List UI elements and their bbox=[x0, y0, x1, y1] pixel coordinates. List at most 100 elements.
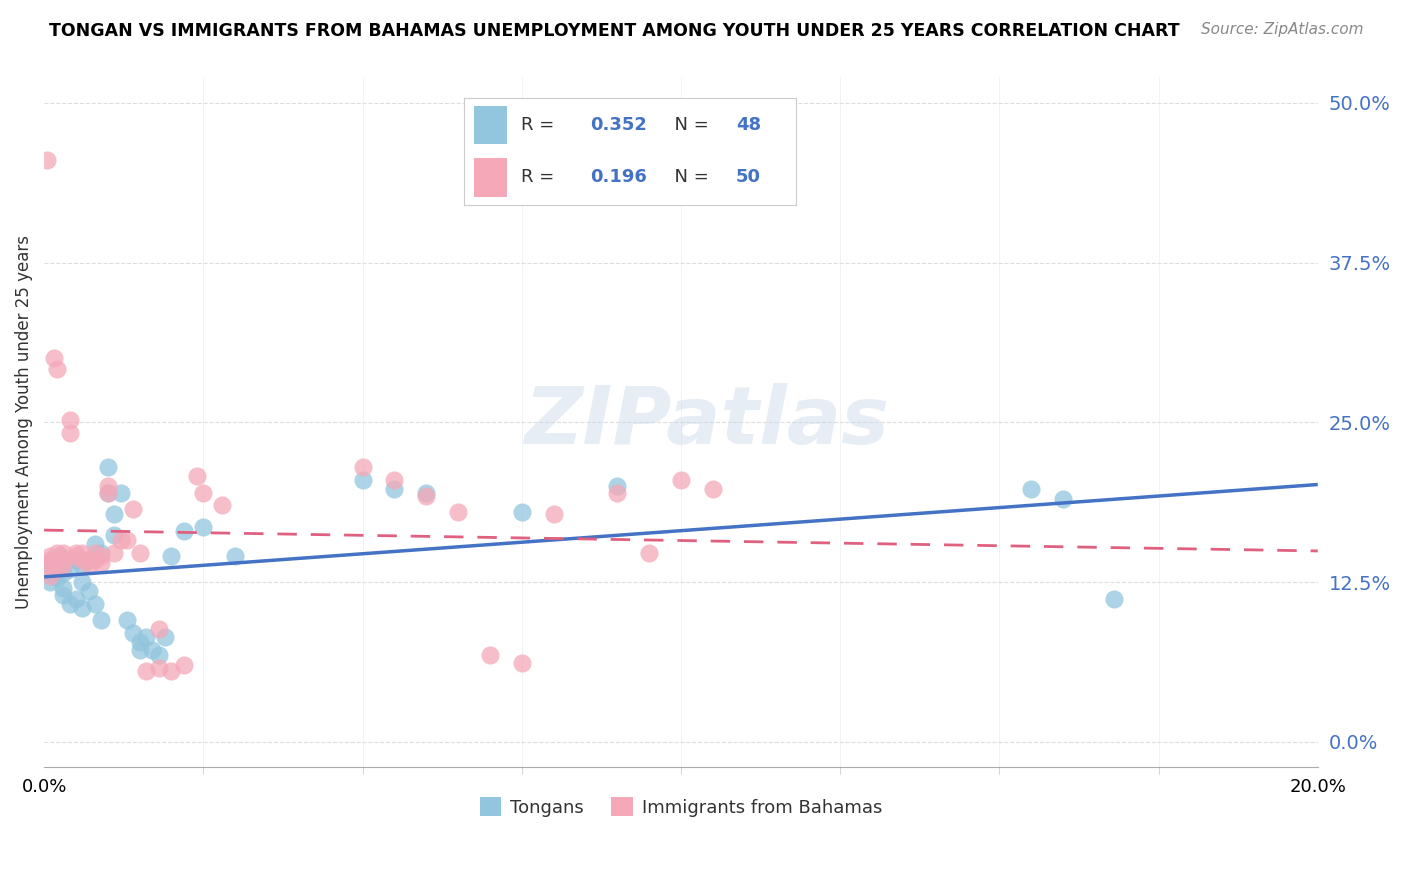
Point bbox=[103, 528, 125, 542]
Point bbox=[97, 479, 120, 493]
Point bbox=[606, 479, 628, 493]
Point bbox=[128, 642, 150, 657]
Point bbox=[543, 508, 565, 522]
Point bbox=[42, 351, 65, 366]
Point bbox=[128, 635, 150, 649]
Point bbox=[42, 553, 65, 567]
Point bbox=[510, 505, 533, 519]
Point bbox=[1102, 591, 1125, 606]
Point bbox=[141, 642, 163, 657]
Legend: Tongans, Immigrants from Bahamas: Tongans, Immigrants from Bahamas bbox=[472, 790, 890, 824]
Point bbox=[415, 490, 437, 504]
Point bbox=[135, 630, 157, 644]
Point bbox=[45, 562, 67, 576]
Point bbox=[382, 473, 405, 487]
Point bbox=[72, 600, 94, 615]
Point bbox=[224, 549, 246, 564]
Point bbox=[45, 361, 67, 376]
Point bbox=[65, 549, 87, 564]
Point bbox=[65, 546, 87, 560]
Point bbox=[97, 485, 120, 500]
Point bbox=[638, 546, 661, 560]
Point bbox=[135, 665, 157, 679]
Point bbox=[65, 591, 87, 606]
Point bbox=[35, 153, 58, 168]
Point bbox=[45, 558, 67, 573]
Point bbox=[58, 562, 80, 576]
Point bbox=[115, 533, 138, 547]
Point bbox=[128, 546, 150, 560]
Point bbox=[193, 520, 215, 534]
Point bbox=[160, 665, 183, 679]
Point bbox=[122, 626, 145, 640]
Point bbox=[115, 613, 138, 627]
Point bbox=[72, 558, 94, 573]
Text: ZIPatlas: ZIPatlas bbox=[524, 384, 889, 461]
Point bbox=[352, 473, 374, 487]
Point bbox=[84, 546, 107, 560]
Point bbox=[58, 597, 80, 611]
Point bbox=[1052, 491, 1074, 506]
Point bbox=[52, 558, 75, 573]
Point bbox=[669, 473, 692, 487]
Point bbox=[84, 597, 107, 611]
Point bbox=[52, 566, 75, 580]
Point bbox=[84, 537, 107, 551]
Point bbox=[97, 460, 120, 475]
Point bbox=[39, 574, 62, 589]
Point bbox=[193, 485, 215, 500]
Point bbox=[37, 558, 59, 573]
Point bbox=[65, 553, 87, 567]
Point bbox=[52, 553, 75, 567]
Point bbox=[160, 549, 183, 564]
Point bbox=[45, 571, 67, 585]
Point bbox=[84, 553, 107, 567]
Point bbox=[97, 485, 120, 500]
Point bbox=[37, 558, 59, 573]
Point bbox=[478, 648, 501, 662]
Point bbox=[77, 553, 100, 567]
Point bbox=[39, 549, 62, 564]
Point bbox=[39, 553, 62, 567]
Point bbox=[90, 556, 112, 570]
Point bbox=[382, 482, 405, 496]
Point bbox=[77, 553, 100, 567]
Point bbox=[77, 584, 100, 599]
Point bbox=[702, 482, 724, 496]
Point bbox=[122, 502, 145, 516]
Point bbox=[72, 574, 94, 589]
Point bbox=[186, 469, 208, 483]
Text: Source: ZipAtlas.com: Source: ZipAtlas.com bbox=[1201, 22, 1364, 37]
Point bbox=[447, 505, 470, 519]
Point bbox=[90, 613, 112, 627]
Text: TONGAN VS IMMIGRANTS FROM BAHAMAS UNEMPLOYMENT AMONG YOUTH UNDER 25 YEARS CORREL: TONGAN VS IMMIGRANTS FROM BAHAMAS UNEMPL… bbox=[49, 22, 1180, 40]
Point bbox=[72, 553, 94, 567]
Point bbox=[148, 660, 170, 674]
Point bbox=[352, 460, 374, 475]
Point bbox=[45, 546, 67, 560]
Point bbox=[90, 546, 112, 560]
Y-axis label: Unemployment Among Youth under 25 years: Unemployment Among Youth under 25 years bbox=[15, 235, 32, 609]
Point bbox=[173, 658, 195, 673]
Point bbox=[415, 485, 437, 500]
Point bbox=[49, 549, 72, 564]
Point bbox=[110, 533, 132, 547]
Point bbox=[77, 558, 100, 573]
Point bbox=[606, 485, 628, 500]
Point bbox=[110, 485, 132, 500]
Point bbox=[58, 425, 80, 440]
Point bbox=[39, 566, 62, 580]
Point bbox=[90, 549, 112, 564]
Point bbox=[211, 499, 233, 513]
Point bbox=[173, 524, 195, 538]
Point bbox=[153, 630, 176, 644]
Point bbox=[1019, 482, 1042, 496]
Point bbox=[103, 546, 125, 560]
Point bbox=[58, 413, 80, 427]
Point bbox=[52, 582, 75, 596]
Point bbox=[52, 546, 75, 560]
Point bbox=[72, 546, 94, 560]
Point bbox=[52, 588, 75, 602]
Point bbox=[39, 568, 62, 582]
Point bbox=[103, 508, 125, 522]
